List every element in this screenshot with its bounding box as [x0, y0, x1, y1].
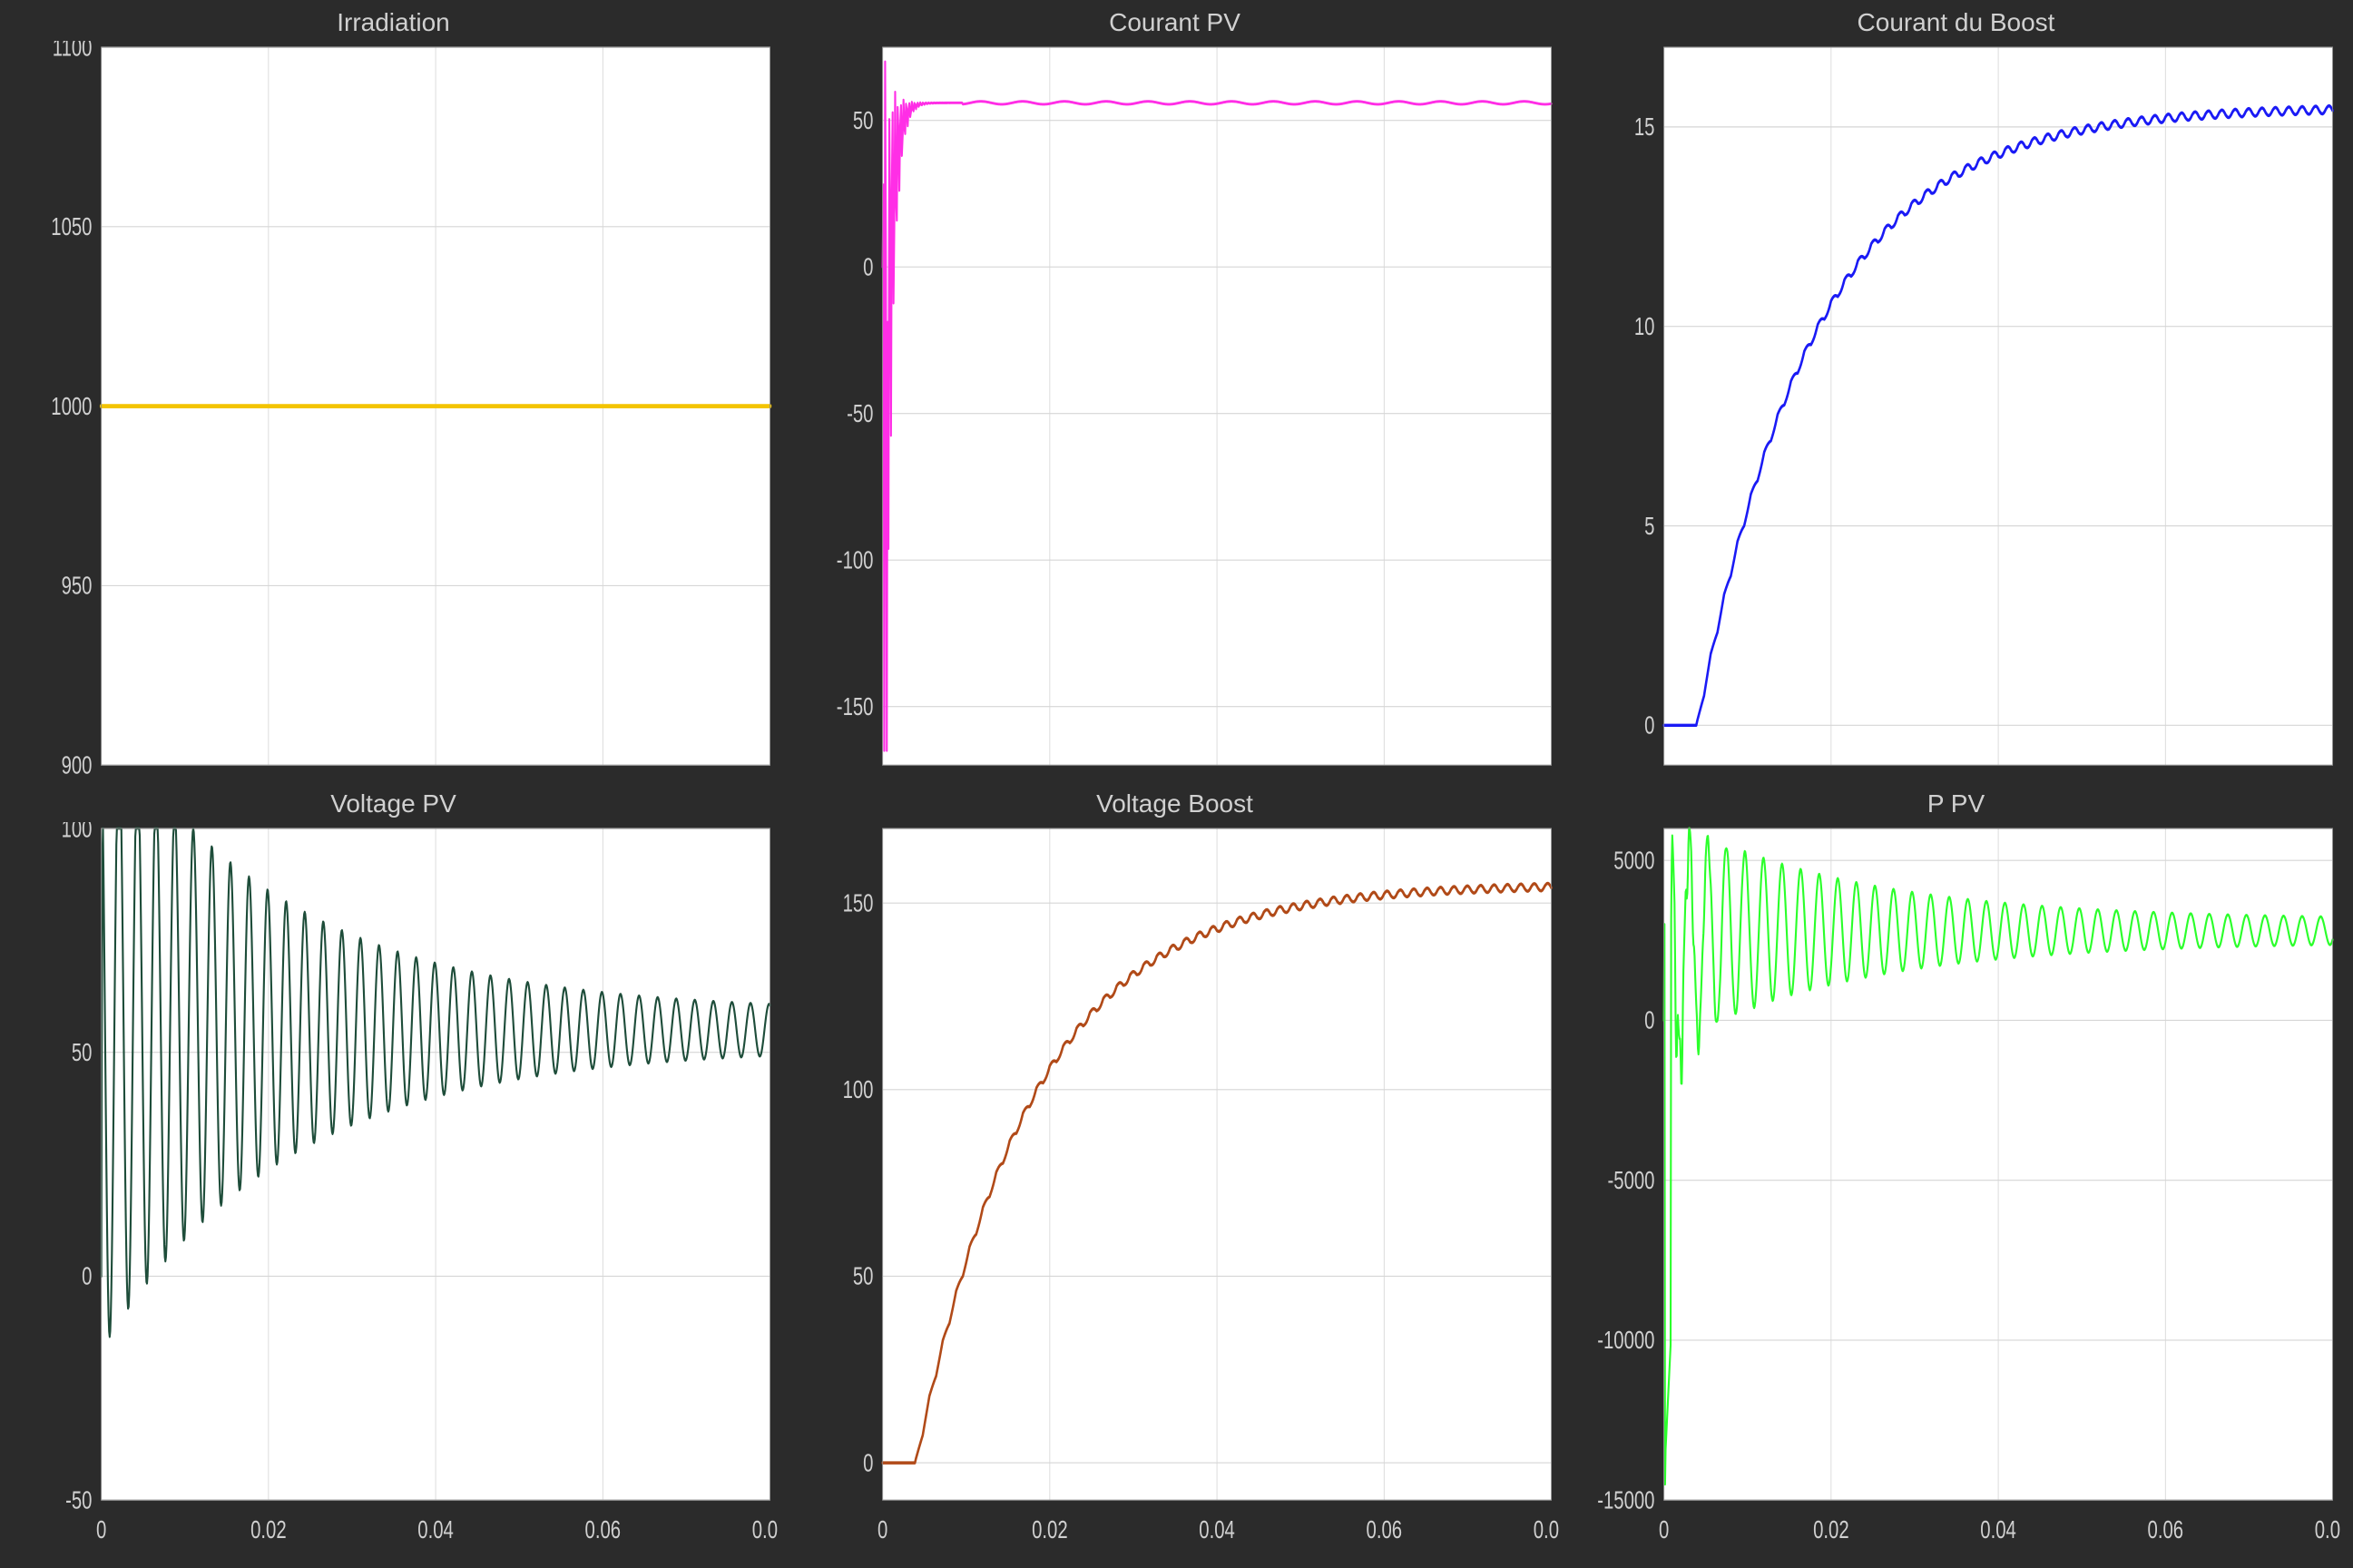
ytick-label: 50 [853, 1263, 874, 1291]
panel-title: Irradiation [9, 9, 778, 37]
panel-title: Courant PV [790, 9, 1559, 37]
panel-voltage_boost: Voltage Boost 0 50 100 150 0 0.02 0.04 0.06 0.08 [790, 790, 1559, 1559]
xtick-label: 0.08 [1534, 1516, 1559, 1544]
ytick-label: 5000 [1613, 847, 1654, 875]
panel-title: Voltage PV [9, 790, 778, 818]
ytick-label: -100 [837, 546, 874, 574]
ytick-label: 5 [1644, 513, 1654, 541]
ytick-label: 150 [843, 889, 874, 917]
panel-irradiation: Irradiation 900 950 1000 1050 1100 [9, 9, 778, 778]
xtick-label: 0.08 [2315, 1516, 2340, 1544]
ytick-label: 900 [62, 751, 93, 778]
panel-title: P PV [1572, 790, 2340, 818]
panel-p_pv: P PV -15000 -10000 -5000 0 5000 0 0.02 0.04 0.06 0… [1572, 790, 2340, 1559]
xtick-label: 0.04 [1199, 1516, 1235, 1544]
ytick-label: 0 [1644, 1007, 1654, 1035]
chart-area[interactable]: 0 50 100 150 0 0.02 0.04 0.06 0.08 [790, 822, 1559, 1559]
ytick-label: -50 [65, 1486, 92, 1514]
xtick-label: 0 [1659, 1516, 1669, 1544]
xtick-label: 0.08 [752, 1516, 778, 1544]
xtick-label: 0.04 [417, 1516, 454, 1544]
ytick-label: 0 [863, 253, 873, 281]
ytick-label: 0 [1644, 711, 1654, 740]
xtick-label: 0.06 [1367, 1516, 1403, 1544]
panel-title: Voltage Boost [790, 790, 1559, 818]
ytick-label: 10 [1634, 313, 1655, 341]
panel-title: Courant du Boost [1572, 9, 2340, 37]
xtick-label: 0.04 [1980, 1516, 2016, 1544]
xtick-label: 0.06 [585, 1516, 622, 1544]
ytick-label: 1000 [51, 393, 92, 421]
panel-courant_pv: Courant PV -150 -100 -50 0 50 [790, 9, 1559, 778]
ytick-label: -50 [847, 400, 873, 428]
xtick-label: 0.02 [1813, 1516, 1849, 1544]
chart-area[interactable]: -5005010000.020.040.060.08 [9, 822, 778, 1559]
ytick-label: 950 [62, 573, 93, 601]
panel-voltage_pv: Voltage PV-5005010000.020.040.060.08 [9, 790, 778, 1559]
ytick-label: -15000 [1597, 1486, 1654, 1514]
ytick-label: 1050 [51, 213, 92, 241]
ytick-label: 100 [62, 822, 93, 843]
ytick-label: -150 [837, 693, 874, 721]
chart-area[interactable]: 900 950 1000 1050 1100 [9, 41, 778, 778]
chart-area[interactable]: -15000 -10000 -5000 0 5000 0 0.02 0.04 0.06 0.08 [1572, 822, 2340, 1559]
ytick-label: 0 [863, 1449, 873, 1477]
xtick-label: 0 [96, 1516, 106, 1544]
ytick-label: 15 [1634, 113, 1655, 142]
ytick-label: 50 [853, 107, 874, 135]
ytick-label: 100 [843, 1076, 874, 1104]
xtick-label: 0.02 [1032, 1516, 1068, 1544]
xtick-label: 0.06 [2148, 1516, 2184, 1544]
chart-area[interactable]: -150 -100 -50 0 50 [790, 41, 1559, 778]
ytick-label: 50 [72, 1039, 93, 1067]
panel-courant_boost: Courant du Boost 0 5 10 15 [1572, 9, 2340, 778]
ytick-label: 1100 [53, 41, 93, 62]
scope-grid: Irradiation900950100010501100Courant PV-… [0, 0, 2353, 1568]
chart-area[interactable]: 0 5 10 15 [1572, 41, 2340, 778]
ytick-label: 0 [82, 1263, 92, 1291]
ytick-label: -5000 [1608, 1167, 1655, 1195]
xtick-label: 0.02 [250, 1516, 287, 1544]
xtick-label: 0 [877, 1516, 887, 1544]
ytick-label: -10000 [1597, 1327, 1654, 1355]
